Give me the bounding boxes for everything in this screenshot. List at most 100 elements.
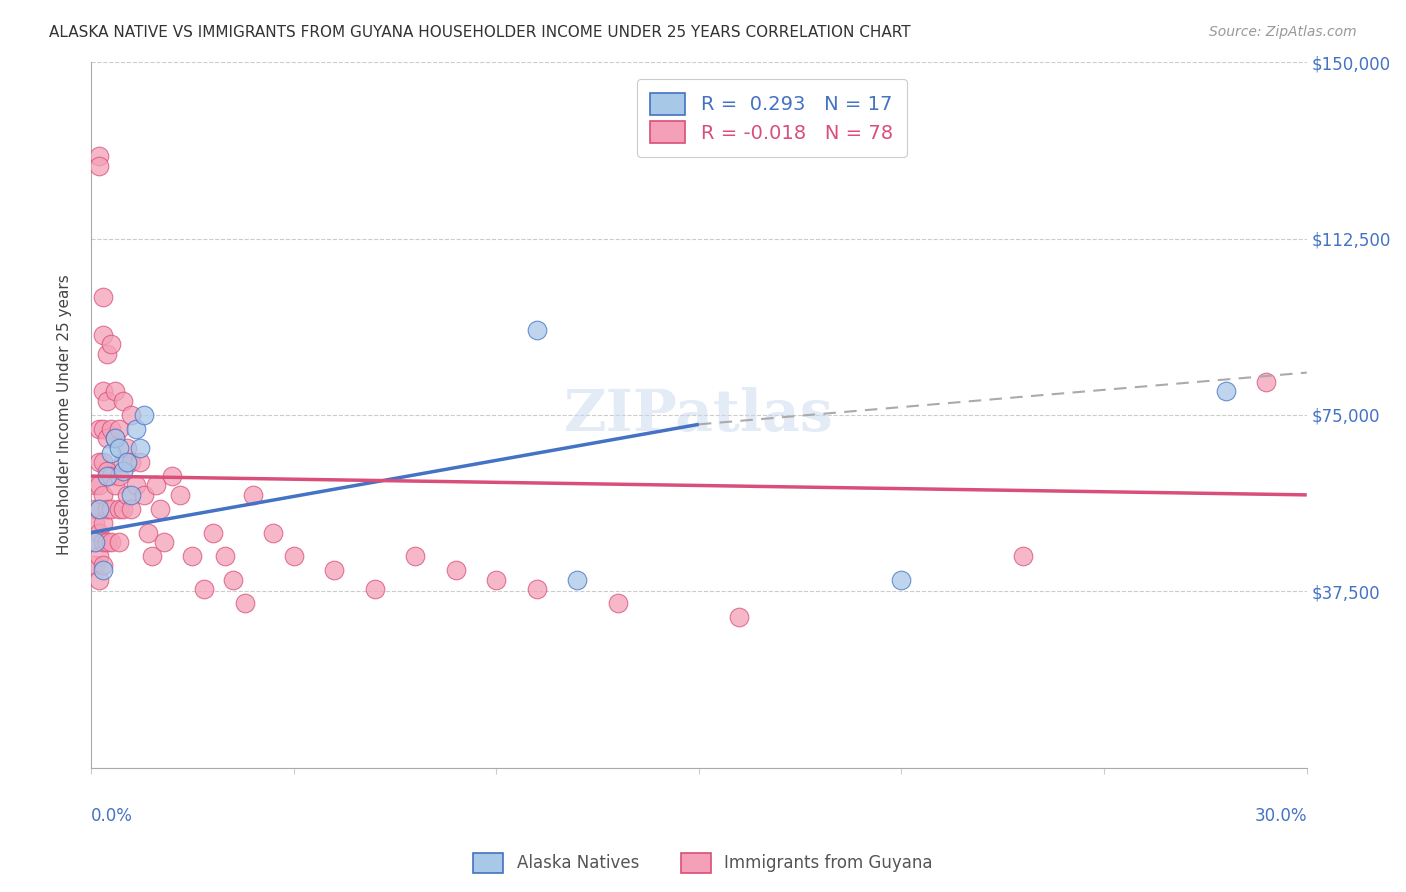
Point [100, 422, 122, 436]
Legend: Alaska Natives, Immigrants from Guyana: Alaska Natives, Immigrants from Guyana [467, 847, 939, 880]
Text: ALASKA NATIVE VS IMMIGRANTS FROM GUYANA HOUSEHOLDER INCOME UNDER 25 YEARS CORREL: ALASKA NATIVE VS IMMIGRANTS FROM GUYANA … [49, 25, 911, 40]
Point [84, 502, 107, 516]
Point [96, 502, 118, 516]
Point [1012, 549, 1035, 563]
Point [128, 455, 150, 469]
Point [84, 558, 107, 573]
Text: 0.0%: 0.0% [91, 806, 132, 824]
Point [606, 596, 628, 610]
Point [323, 563, 346, 577]
Point [91, 563, 114, 577]
Point [120, 488, 142, 502]
Point [91, 384, 114, 399]
Text: 30.0%: 30.0% [1254, 806, 1306, 824]
Point [96, 464, 118, 478]
Point [87, 478, 110, 492]
Point [169, 488, 191, 502]
Point [149, 502, 172, 516]
Point [96, 469, 118, 483]
Point [100, 445, 122, 459]
Point [214, 549, 236, 563]
Point [104, 432, 127, 446]
Point [87, 149, 110, 163]
Point [84, 516, 107, 530]
Point [87, 502, 110, 516]
Point [117, 488, 139, 502]
Point [124, 422, 146, 436]
Point [108, 502, 131, 516]
Point [526, 323, 548, 337]
Point [104, 478, 127, 492]
Point [100, 337, 122, 351]
Point [145, 478, 167, 492]
Point [91, 290, 114, 304]
Point [87, 573, 110, 587]
Point [222, 573, 245, 587]
Point [526, 582, 548, 596]
Point [100, 502, 122, 516]
Point [1256, 375, 1278, 389]
Point [193, 582, 215, 596]
Point [128, 441, 150, 455]
Text: ZIPatlas: ZIPatlas [564, 387, 834, 443]
Point [485, 573, 508, 587]
Point [84, 535, 107, 549]
Point [91, 558, 114, 573]
Point [96, 535, 118, 549]
Point [112, 502, 135, 516]
Point [96, 432, 118, 446]
Point [108, 535, 131, 549]
Text: Source: ZipAtlas.com: Source: ZipAtlas.com [1209, 25, 1357, 39]
Legend: R =  0.293   N = 17, R = -0.018   N = 78: R = 0.293 N = 17, R = -0.018 N = 78 [637, 78, 907, 157]
Point [132, 488, 155, 502]
Point [87, 525, 110, 540]
Point [141, 549, 163, 563]
Point [132, 408, 155, 422]
Point [153, 535, 176, 549]
Point [91, 488, 114, 502]
Point [91, 328, 114, 343]
Point [96, 393, 118, 408]
Point [262, 525, 284, 540]
Point [87, 502, 110, 516]
Point [104, 432, 127, 446]
Point [1215, 384, 1237, 399]
Point [567, 573, 589, 587]
Point [84, 535, 107, 549]
Point [124, 478, 146, 492]
Point [890, 573, 912, 587]
Y-axis label: Householder Income Under 25 years: Householder Income Under 25 years [58, 275, 72, 556]
Point [108, 422, 131, 436]
Point [104, 384, 127, 399]
Point [87, 549, 110, 563]
Point [242, 488, 264, 502]
Point [444, 563, 467, 577]
Point [100, 469, 122, 483]
Point [181, 549, 204, 563]
Point [91, 455, 114, 469]
Point [112, 464, 135, 478]
Point [728, 610, 751, 624]
Point [91, 516, 114, 530]
Point [96, 347, 118, 361]
Point [201, 525, 224, 540]
Point [100, 535, 122, 549]
Point [117, 441, 139, 455]
Point [91, 535, 114, 549]
Point [136, 525, 159, 540]
Point [120, 455, 142, 469]
Point [108, 469, 131, 483]
Point [160, 469, 183, 483]
Point [87, 455, 110, 469]
Point [120, 408, 142, 422]
Point [112, 455, 135, 469]
Point [404, 549, 426, 563]
Point [91, 422, 114, 436]
Point [233, 596, 256, 610]
Point [108, 441, 131, 455]
Point [363, 582, 385, 596]
Point [283, 549, 305, 563]
Point [84, 478, 107, 492]
Point [112, 393, 135, 408]
Point [120, 502, 142, 516]
